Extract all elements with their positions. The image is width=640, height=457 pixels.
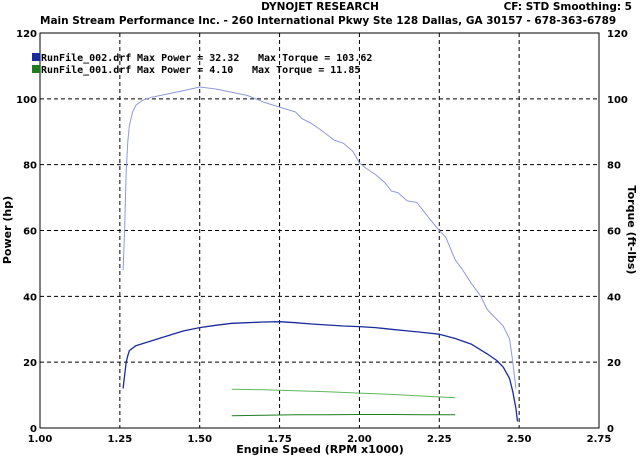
legend-swatch-run002 [32,53,40,61]
x-tick-label: 1.50 [187,434,212,445]
y2-tick-label: 60 [607,227,621,238]
y-tick-label: 120 [16,29,37,40]
series-line-3 [231,388,456,399]
x-axis-label: Engine Speed (RPM x1000) [236,443,404,456]
legend: RunFile_002.drf Max Power = 32.32 Max To… [32,52,372,76]
y-tick-label: 20 [23,358,37,369]
plot-area [39,32,600,429]
legend-torque-run001: Max Torque = 11.85 [252,65,360,76]
y2-tick-label: 0 [607,424,614,435]
x-tick-label: 2.00 [347,434,372,445]
legend-power-run001: Max Power = 4.10 [137,65,233,76]
x-tick-label: 1.00 [28,434,53,445]
dyno-title: DYNOJET RESEARCH [261,1,379,13]
legend-file-run001: RunFile_001.drf [41,64,131,76]
x-tick-label: 1.25 [108,434,133,445]
y-tick-label: 0 [30,424,37,435]
y-axis-label: Power (hp) [1,196,14,264]
dyno-settings: CF: STD Smoothing: 5 [503,1,632,13]
y-tick-label: 80 [23,161,37,172]
legend-file-run002: RunFile_002.drf [41,52,131,64]
x-tick-label: 1.75 [267,434,292,445]
series-line-2 [122,321,519,422]
y2-tick-labels: 0 20 40 60 80 100 120 [607,29,628,435]
y-tick-labels: 0 20 40 60 80 100 120 [16,29,37,435]
x-tick-labels: 1.00 1.25 1.50 1.75 2.00 2.25 2.50 2.75 [28,434,612,445]
y2-tick-label: 100 [607,95,628,106]
y-tick-label: 60 [23,227,37,238]
y-tick-label: 40 [23,292,37,303]
y2-tick-label: 80 [607,161,621,172]
grid-lines [40,33,599,428]
y2-tick-label: 120 [607,29,628,40]
legend-swatch-run001 [32,65,40,73]
series-line-1 [122,86,517,389]
x-tick-label: 2.75 [587,434,612,445]
legend-power-run002: Max Power = 32.32 [137,53,239,64]
y-tick-label: 100 [16,95,37,106]
shop-info: Main Stream Performance Inc. - 260 Inter… [40,15,617,27]
x-tick-label: 2.50 [507,434,532,445]
y2-tick-label: 40 [607,292,621,303]
series-line-4 [231,414,456,417]
legend-torque-run002: Max Torque = 103.62 [258,53,372,64]
series-group [122,86,519,422]
y2-tick-label: 20 [607,358,621,369]
x-tick-label: 2.25 [427,434,452,445]
y2-axis-label: Torque (ft-lbs) [625,186,638,275]
